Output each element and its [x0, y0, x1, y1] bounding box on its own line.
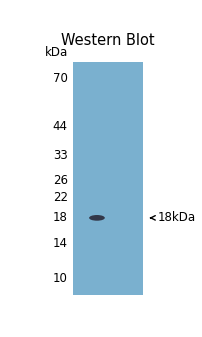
Ellipse shape [89, 215, 104, 221]
Text: 10: 10 [53, 272, 67, 284]
Text: Western Blot: Western Blot [61, 33, 154, 48]
Text: 33: 33 [53, 149, 67, 162]
Text: 14: 14 [53, 237, 67, 250]
Text: 18kDa: 18kDa [157, 211, 195, 224]
Text: 70: 70 [53, 72, 67, 85]
Text: kDa: kDa [44, 45, 67, 59]
Text: 44: 44 [53, 120, 67, 133]
Text: 26: 26 [53, 174, 67, 187]
Bar [72, 62, 143, 295]
Text: 18: 18 [53, 211, 67, 224]
Text: 22: 22 [53, 191, 67, 204]
